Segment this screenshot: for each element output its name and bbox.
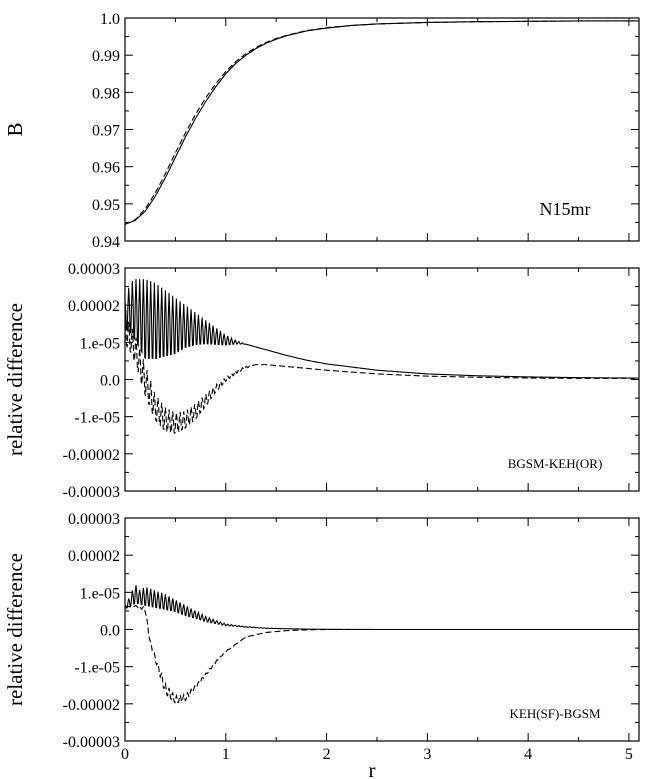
series-line-dashed (125, 604, 639, 704)
x-tick-label: 0 (121, 746, 129, 763)
y-tick-label: -1.e-05 (74, 660, 120, 677)
y-tick-label: 0.00002 (68, 298, 120, 315)
x-axis-label: r (369, 758, 376, 779)
y-tick-label: -0.00002 (63, 447, 120, 464)
y-tick-label: -0.00002 (63, 697, 120, 714)
x-tick-label: 2 (323, 746, 331, 763)
x-tick-label: 1 (222, 746, 230, 763)
x-tick-label: 4 (524, 746, 532, 763)
series-line-dashed (125, 20, 639, 225)
y-tick-label: -0.00003 (63, 734, 120, 751)
panel-annotation: KEH(SF)-BGSM (509, 706, 600, 721)
y-tick-label: 1.e-05 (80, 335, 120, 352)
y-tick-label: 0.95 (92, 197, 120, 214)
x-tick-label: 5 (625, 746, 633, 763)
y-tick-label: 0.96 (92, 160, 120, 177)
panel-annotation: BGSM-KEH(OR) (508, 456, 603, 471)
y-tick-label: 0.00003 (68, 511, 120, 528)
series-line-solid (125, 585, 639, 631)
y-tick-label: 0.99 (92, 48, 120, 65)
panel-annotation: N15mr (540, 199, 591, 219)
panel-3: 0 1 2 3 4 5 -0.00003 -0.00002 -1.e-05 0.0 1.e-05 0.… (3, 511, 640, 779)
y-tick-label: 0.94 (92, 234, 120, 251)
y-tick-label: 0.0 (100, 623, 120, 640)
y-tick-label: 0.00002 (68, 548, 120, 565)
panel-2: -0.00003 -0.00002 -1.e-05 0.0 1.e-05 0.00002 0… (3, 261, 640, 501)
series-line-dashed (125, 316, 639, 434)
y-tick-label: 0.98 (92, 85, 120, 102)
y-tick-label: -0.00003 (63, 484, 120, 501)
y-tick-label: 0.00003 (68, 261, 120, 278)
y-axis-label: relative difference (3, 303, 27, 456)
y-tick-label: 0.97 (92, 123, 120, 140)
series-line-solid (125, 279, 639, 379)
y-axis-label: B (3, 122, 27, 136)
y-tick-label: 1.0 (100, 11, 120, 28)
x-tick-label: 3 (423, 746, 431, 763)
y-tick-label: -1.e-05 (74, 410, 120, 427)
y-axis-label: relative difference (3, 553, 27, 706)
y-tick-label: 0.0 (100, 373, 120, 390)
y-tick-label: 1.e-05 (80, 585, 120, 602)
panel-1: 0.94 0.95 0.96 0.97 0.98 0.99 1.0 B N15mr (3, 11, 640, 251)
